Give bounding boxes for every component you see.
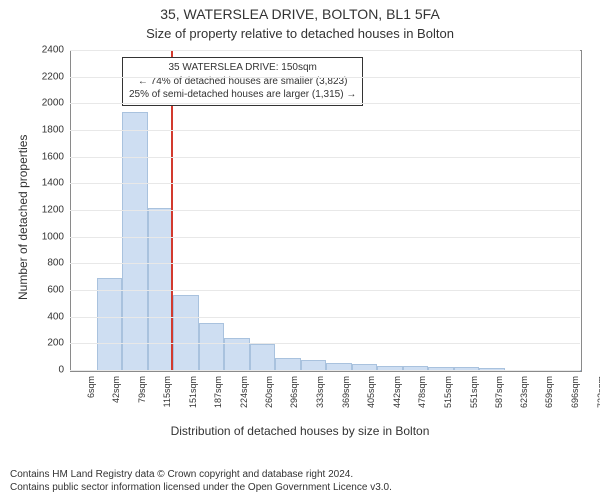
x-tick-label: 42sqm xyxy=(111,376,121,403)
x-tick-label: 224sqm xyxy=(239,376,249,408)
x-tick-label: 333sqm xyxy=(315,376,325,408)
title-subtitle: Size of property relative to detached ho… xyxy=(0,26,600,41)
histogram-bar xyxy=(250,344,276,371)
histogram-bar xyxy=(199,323,225,371)
title-address: 35, WATERSLEA DRIVE, BOLTON, BL1 5FA xyxy=(0,6,600,22)
y-tick-label: 1000 xyxy=(34,231,64,242)
annotation-box: 35 WATERSLEA DRIVE: 150sqm← 74% of detac… xyxy=(122,57,363,106)
annotation-line: 25% of semi-detached houses are larger (… xyxy=(129,88,356,102)
x-tick-label: 478sqm xyxy=(417,376,427,408)
credit-line-2: Contains public sector information licen… xyxy=(10,481,392,494)
x-tick-label: 79sqm xyxy=(137,376,147,403)
y-tick-label: 400 xyxy=(34,311,64,322)
y-tick-label: 1400 xyxy=(34,178,64,189)
grid-line xyxy=(70,370,580,371)
y-axis-label: Number of detached properties xyxy=(16,135,30,300)
y-tick-label: 200 xyxy=(34,338,64,349)
y-tick-label: 600 xyxy=(34,285,64,296)
grid-line xyxy=(70,210,580,211)
y-tick-label: 2000 xyxy=(34,98,64,109)
x-tick-label: 696sqm xyxy=(570,376,580,408)
grid-line xyxy=(70,77,580,78)
x-tick-label: 732sqm xyxy=(596,376,600,408)
x-tick-label: 6sqm xyxy=(86,376,96,398)
grid-line xyxy=(70,130,580,131)
grid-line xyxy=(70,343,580,344)
x-tick-label: 151sqm xyxy=(188,376,198,408)
x-tick-label: 115sqm xyxy=(162,376,172,407)
grid-line xyxy=(70,290,580,291)
y-tick-label: 2400 xyxy=(34,45,64,56)
grid-line xyxy=(70,317,580,318)
x-tick-label: 551sqm xyxy=(469,376,479,408)
x-tick-label: 515sqm xyxy=(443,376,453,408)
grid-line xyxy=(70,103,580,104)
x-tick-label: 369sqm xyxy=(341,376,351,408)
histogram-bar xyxy=(97,278,123,371)
histogram-bar xyxy=(122,112,148,371)
annotation-line: 35 WATERSLEA DRIVE: 150sqm xyxy=(129,61,356,75)
x-tick-label: 296sqm xyxy=(289,376,299,408)
y-tick-label: 1200 xyxy=(34,205,64,216)
grid-line xyxy=(70,183,580,184)
plot-area: 35 WATERSLEA DRIVE: 150sqm← 74% of detac… xyxy=(70,50,582,372)
x-tick-label: 260sqm xyxy=(264,376,274,408)
y-tick-label: 800 xyxy=(34,258,64,269)
x-tick-label: 187sqm xyxy=(213,376,223,408)
y-tick-label: 2200 xyxy=(34,71,64,82)
x-axis-label: Distribution of detached houses by size … xyxy=(0,424,600,438)
x-tick-label: 442sqm xyxy=(392,376,402,408)
histogram-bar xyxy=(173,295,199,371)
x-tick-label: 659sqm xyxy=(544,376,554,408)
y-tick-label: 0 xyxy=(34,365,64,376)
y-tick-label: 1600 xyxy=(34,151,64,162)
y-tick-label: 1800 xyxy=(34,125,64,136)
grid-line xyxy=(70,237,580,238)
x-tick-label: 623sqm xyxy=(519,376,529,408)
x-tick-label: 587sqm xyxy=(494,376,504,408)
grid-line xyxy=(70,50,580,51)
x-tick-label: 405sqm xyxy=(366,376,376,408)
credit-line-1: Contains HM Land Registry data © Crown c… xyxy=(10,468,392,481)
grid-line xyxy=(70,157,580,158)
grid-line xyxy=(70,263,580,264)
credits: Contains HM Land Registry data © Crown c… xyxy=(10,468,392,494)
